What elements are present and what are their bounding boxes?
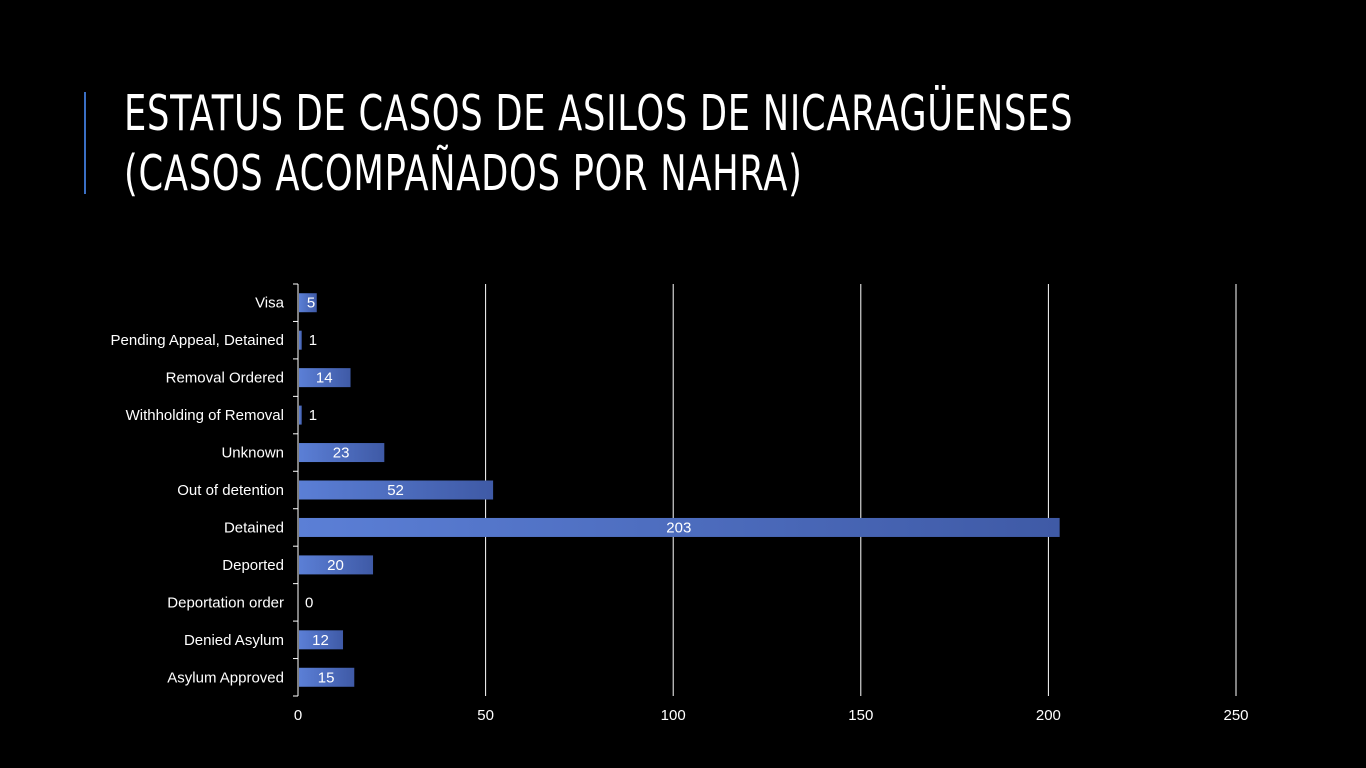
category-label: Removal Ordered <box>166 370 284 387</box>
bar <box>299 630 344 650</box>
bar <box>299 667 355 687</box>
x-tick-label: 150 <box>848 707 873 724</box>
bar <box>299 368 351 388</box>
category-axis <box>293 283 299 697</box>
bar <box>299 330 302 350</box>
bars <box>299 293 1060 687</box>
data-label: 14 <box>316 370 333 387</box>
category-label: Pending Appeal, Detained <box>111 332 284 349</box>
bar <box>299 480 494 500</box>
category-label: Deportation order <box>167 594 284 611</box>
data-label: 0 <box>305 594 313 611</box>
data-label: 12 <box>312 632 329 649</box>
data-label: 20 <box>327 557 344 574</box>
data-label: 52 <box>387 482 404 499</box>
x-tick-label: 50 <box>477 707 494 724</box>
bar <box>299 405 302 425</box>
category-label: Deported <box>222 557 284 574</box>
data-label: 1 <box>309 332 317 349</box>
category-label: Asylum Approved <box>167 669 284 686</box>
category-label: Denied Asylum <box>184 632 284 649</box>
data-label: 15 <box>318 669 335 686</box>
category-label: Unknown <box>221 445 284 462</box>
category-label: Visa <box>255 295 285 312</box>
x-tick-label: 200 <box>1036 707 1061 724</box>
slide-title-line-2: (CASOS ACOMPAÑADOS POR NAHRA) <box>124 145 803 202</box>
bar <box>299 517 1060 537</box>
bar <box>299 555 374 575</box>
x-tick-label: 250 <box>1223 707 1248 724</box>
x-tick-label: 0 <box>294 707 302 724</box>
x-tick-label: 100 <box>661 707 686 724</box>
category-label: Out of detention <box>177 482 284 499</box>
gridlines <box>485 284 1237 696</box>
slide-title-line-1: ESTATUS DE CASOS DE ASILOS DE NICARAGÜEN… <box>124 85 1074 142</box>
data-label: 203 <box>666 519 691 536</box>
data-label: 23 <box>333 445 350 462</box>
data-label: 1 <box>309 407 317 424</box>
category-label: Detained <box>224 519 284 536</box>
bar <box>299 443 385 463</box>
slide-title: ESTATUS DE CASOS DE ASILOS DE NICARAGÜEN… <box>124 84 1074 204</box>
bar <box>299 293 317 313</box>
title-accent-bar <box>84 92 86 194</box>
category-label: Withholding of Removal <box>126 407 284 424</box>
data-label: 5 <box>307 295 315 312</box>
